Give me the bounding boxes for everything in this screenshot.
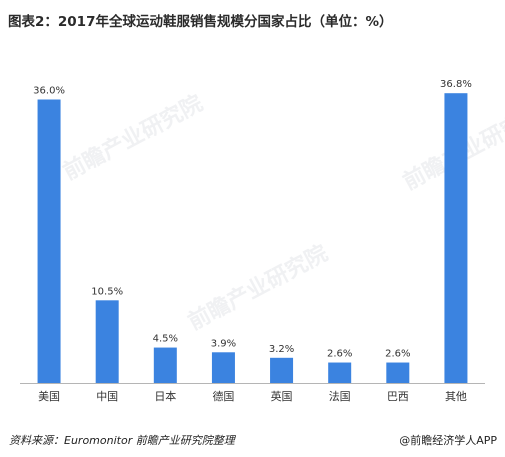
- bar: [270, 357, 294, 383]
- data-label: 36.8%: [440, 79, 472, 90]
- bar: [37, 99, 61, 383]
- brand-credit: @前瞻经济学人APP: [399, 434, 497, 447]
- x-tick-label: 巴西: [387, 390, 409, 403]
- data-label: 10.5%: [91, 286, 123, 297]
- x-tick-label: 其他: [445, 390, 467, 403]
- bar: [328, 362, 352, 383]
- data-label: 2.6%: [385, 349, 410, 360]
- x-tick-label: 英国: [271, 389, 293, 403]
- x-tick-label: 中国: [96, 390, 118, 403]
- chart-title: 图表2：2017年全球运动鞋服销售规模分国家占比（单位：%）: [8, 14, 393, 30]
- data-label: 3.9%: [211, 338, 236, 349]
- bar: [153, 347, 177, 383]
- x-tick-label: 美国: [38, 390, 60, 403]
- data-label: 4.5%: [153, 334, 178, 345]
- bar: [444, 93, 468, 383]
- x-tick-label: 法国: [329, 389, 351, 403]
- data-label: 3.2%: [269, 344, 294, 355]
- x-tick-label: 日本: [154, 389, 176, 403]
- bar: [95, 300, 119, 383]
- bar: [386, 362, 410, 383]
- x-tick-label: 德国: [212, 389, 234, 403]
- source-note: 资料来源：Euromonitor 前瞻产业研究院整理: [9, 434, 235, 447]
- bar: [211, 352, 235, 383]
- data-label: 36.0%: [33, 86, 65, 97]
- data-label: 2.6%: [327, 349, 352, 360]
